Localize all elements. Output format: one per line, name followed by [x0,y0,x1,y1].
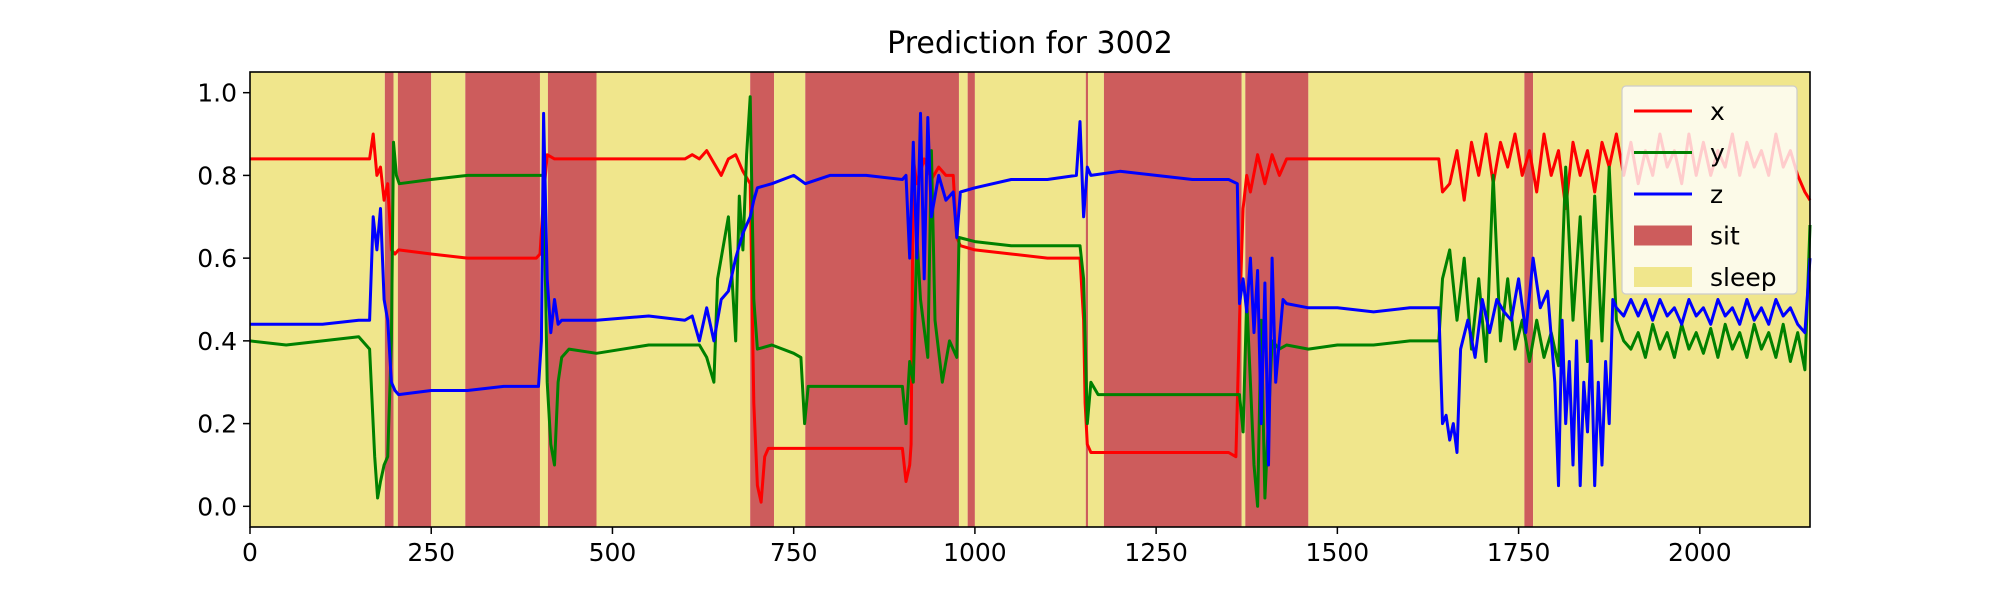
segment-sit [397,72,432,527]
segment-sleep [431,72,466,527]
segment-sleep [974,72,1086,527]
segment-sit [967,72,975,527]
legend-label-sleep: sleep [1710,263,1777,292]
segment-sleep [774,72,806,527]
series-line-z [250,111,1812,488]
x-tick-label: 1500 [1306,538,1370,567]
x-tick-label: 1750 [1487,538,1551,567]
series-line-y [249,95,1812,508]
segment-sleep [539,72,548,527]
x-tick-label: 1250 [1124,538,1188,567]
y-tick-label: 0.0 [197,492,237,521]
y-tick-label: 0.2 [197,410,237,439]
y-tick-label: 1.0 [197,79,237,108]
segment-sit [1103,72,1242,527]
activity-segments [250,72,1810,527]
segment-sleep [1241,72,1246,527]
segment-sleep [250,72,385,527]
y-tick-label: 0.4 [197,327,237,356]
x-tick-label: 2000 [1668,538,1732,567]
segment-sleep [1087,72,1104,527]
x-axis: 0 250 500 750 1000 1250 1500 1750 2000 [242,527,1732,567]
segment-sit [384,72,394,527]
y-tick-label: 0.6 [197,244,237,273]
legend-label-sit: sit [1710,222,1740,251]
legend: xyz sit sleep [1621,85,1798,295]
x-tick-label: 500 [589,538,637,567]
x-tick-label: 1000 [943,538,1007,567]
plot-area [249,71,1812,528]
x-tick-label: 250 [407,538,455,567]
x-tick-label: 0 [242,538,258,567]
chart-title: Prediction for 3002 [887,26,1173,61]
segment-sit [465,72,540,527]
legend-label-y: y [1710,139,1725,168]
legend-swatch-sleep [1634,267,1692,287]
y-axis: 0.0 0.2 0.4 0.6 0.8 1.0 [197,79,250,521]
segment-sleep [1308,72,1525,527]
segment-sleep [393,72,398,527]
legend-swatch-sit [1634,225,1692,246]
y-tick-label: 0.8 [197,161,237,190]
legend-label-x: x [1710,97,1725,126]
x-tick-label: 750 [770,538,818,567]
legend-label-z: z [1710,180,1723,209]
axes-frame [249,71,1811,528]
segment-sleep [958,72,968,527]
segment-sit [1085,72,1088,527]
segment-sleep [596,72,751,527]
